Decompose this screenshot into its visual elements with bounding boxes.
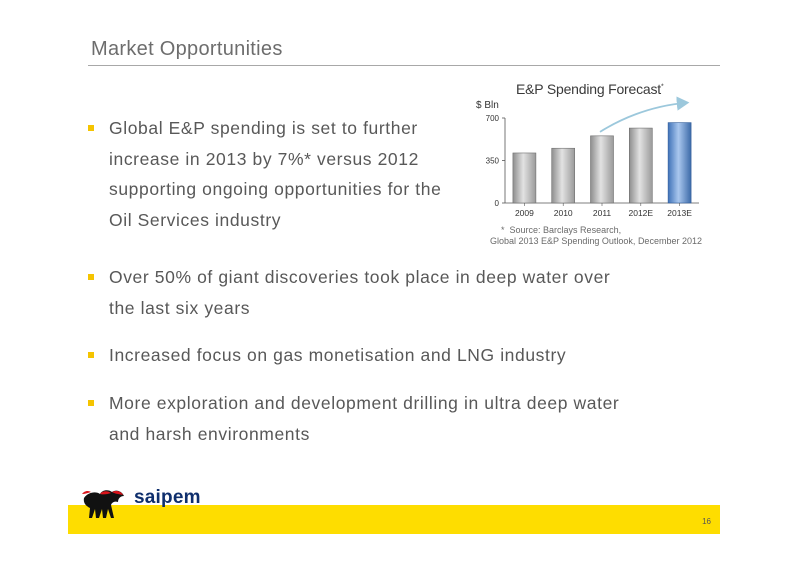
six-legged-dog-logo-icon bbox=[82, 490, 124, 518]
title-divider bbox=[88, 65, 720, 66]
x-tick-label: 2009 bbox=[515, 208, 534, 218]
spending-chart: E&P Spending Forecast* $ Bln 0 350 700 2009 2… bbox=[468, 78, 730, 258]
source-marker: * bbox=[501, 225, 505, 235]
bullet-square-icon bbox=[88, 125, 94, 131]
y-tick-label: 0 bbox=[495, 199, 500, 208]
chart-title: E&P Spending Forecast* bbox=[516, 81, 664, 97]
footer-bar: 16 bbox=[68, 505, 720, 534]
y-tick-label: 700 bbox=[486, 114, 500, 123]
bullet-square-icon bbox=[88, 400, 94, 406]
logo-wordmark: saipem bbox=[134, 487, 201, 508]
x-tick-label: 2012E bbox=[629, 208, 654, 218]
bullet-text: Global E&P spending is set to further in… bbox=[109, 118, 442, 230]
bullet-square-icon bbox=[88, 352, 94, 358]
bar-2011 bbox=[590, 135, 614, 204]
bullet-text: More exploration and development drillin… bbox=[109, 393, 620, 444]
source-note-line1: * Source: Barclays Research, bbox=[501, 225, 621, 235]
bullet-text: Over 50% of giant discoveries took place… bbox=[109, 267, 611, 318]
chart-plot: $ Bln 0 350 700 2009 2010 2011 2012E 2013E bbox=[476, 96, 699, 218]
bar-2009 bbox=[512, 152, 537, 204]
bar-2010 bbox=[551, 147, 575, 204]
page-number: 16 bbox=[702, 517, 711, 526]
x-tick-label: 2013E bbox=[667, 208, 692, 218]
bar-2013E bbox=[667, 122, 692, 204]
x-tick-label: 2011 bbox=[593, 208, 612, 218]
source-note-line2: Global 2013 E&P Spending Outlook, Decemb… bbox=[490, 236, 702, 246]
x-tick-label: 2010 bbox=[554, 208, 573, 218]
chart-title-text: E&P Spending Forecast bbox=[516, 81, 661, 97]
y-tick-label: 350 bbox=[486, 157, 500, 166]
chart-title-marker: * bbox=[660, 83, 664, 91]
bar-2012E bbox=[629, 127, 653, 204]
bullet-text: Increased focus on gas monetisation and … bbox=[109, 345, 567, 365]
y-axis-label: $ Bln bbox=[476, 100, 499, 111]
source-text-1: Source: Barclays Research, bbox=[509, 225, 622, 235]
trend-arrow bbox=[599, 96, 690, 133]
slide-title: Market Opportunities bbox=[91, 38, 283, 60]
bullet-square-icon bbox=[88, 274, 94, 280]
